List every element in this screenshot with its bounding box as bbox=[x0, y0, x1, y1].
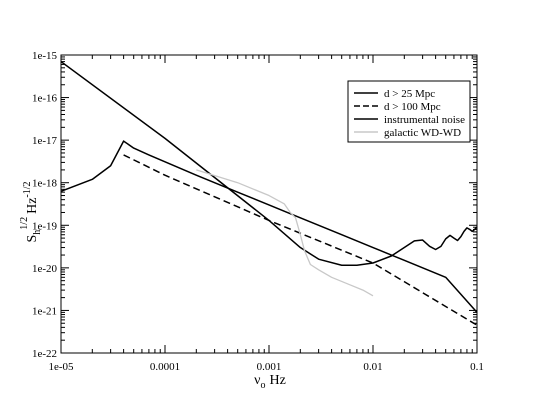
y-tick-label: 1e-18 bbox=[32, 178, 58, 190]
legend-label: d > 100 Mpc bbox=[384, 101, 441, 113]
y-tick-label: 1e-21 bbox=[32, 305, 57, 317]
data-layer bbox=[61, 60, 477, 326]
y-tick-label: 1e-15 bbox=[32, 50, 58, 62]
x-axis-label: νo Hz bbox=[254, 373, 286, 391]
x-tick-label: 1e-05 bbox=[48, 361, 74, 373]
x-tick-label: 0.0001 bbox=[150, 361, 180, 373]
legend-label: instrumental noise bbox=[384, 114, 465, 126]
x-tick-label: 0.001 bbox=[257, 361, 282, 373]
x-axis-label-subscript: o bbox=[261, 380, 266, 391]
y-axis-label-subscript: h bbox=[32, 230, 43, 235]
legend-label: d > 25 Mpc bbox=[384, 88, 435, 100]
series-line-1 bbox=[61, 140, 477, 313]
y-tick-label: 1e-20 bbox=[32, 263, 58, 275]
x-axis-label-unit: Hz bbox=[270, 373, 286, 388]
y-axis-label-unit-superscript: -1/2 bbox=[22, 181, 33, 197]
y-axis-label: Sh1/2 Hz-1/2 bbox=[19, 181, 43, 242]
x-axis-label-main: ν bbox=[254, 373, 260, 388]
y-tick-label: 1e-19 bbox=[32, 220, 58, 232]
y-axis-label-superscript: 1/2 bbox=[19, 217, 30, 230]
axis-ticks: 1e-05 0.0001 0.001 0.01 0.1 1e-15 1e-16 1e-17 1e… bbox=[32, 50, 484, 373]
series-line-3 bbox=[61, 60, 477, 267]
y-tick-label: 1e-22 bbox=[32, 348, 57, 360]
y-tick-label: 1e-17 bbox=[32, 135, 58, 147]
legend-label: galactic WD-WD bbox=[384, 127, 461, 139]
x-tick-label: 0.1 bbox=[470, 361, 484, 373]
series-line-4 bbox=[196, 169, 374, 297]
y-tick-label: 1e-16 bbox=[32, 93, 58, 105]
y-axis-label-unit: Hz bbox=[25, 198, 40, 214]
x-tick-label: 0.01 bbox=[363, 361, 382, 373]
y-axis-label-main: S bbox=[25, 235, 40, 243]
